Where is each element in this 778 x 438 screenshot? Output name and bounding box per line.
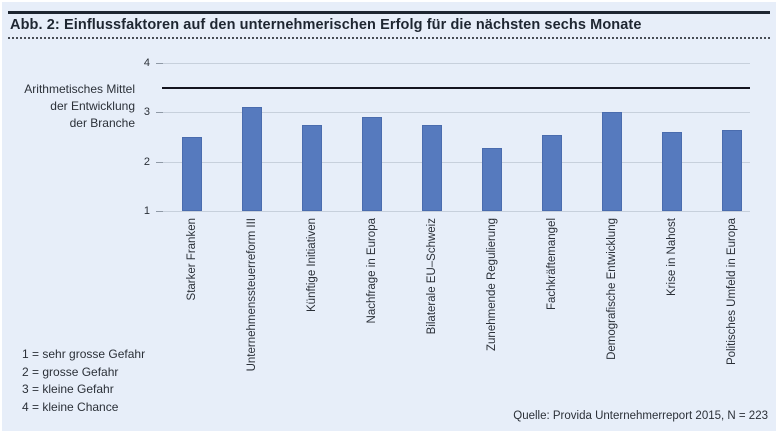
x-category-label: Politisches Umfeld in Europa — [726, 218, 738, 366]
gridline — [163, 161, 750, 163]
scale-note-line: 3 = kleine Gefahr — [22, 382, 114, 396]
x-category-label: Nachfrage in Europa — [366, 218, 378, 324]
x-category-label: Demografische Entwicklung — [606, 218, 618, 360]
bar — [542, 134, 562, 211]
bar — [302, 124, 322, 211]
bar — [722, 129, 742, 211]
x-category-label: Fachkräftemangel — [546, 218, 558, 311]
y-tick-mark — [156, 211, 163, 212]
x-category-label: Unternehmenssteuerreform III — [246, 218, 258, 372]
scale-note-line: 2 = grosse Gefahr — [22, 364, 119, 379]
bar — [662, 132, 682, 211]
gridline — [163, 211, 750, 212]
y-tick-mark — [156, 161, 163, 163]
bar — [422, 124, 442, 211]
bar — [242, 107, 262, 211]
x-category-label: Bilaterale EU–Schweiz — [426, 218, 438, 335]
scale-notes: 1 = sehr grosse Gefahr 2 = grosse Gefahr 3… — [22, 346, 145, 416]
y-axis-title-line: der Entwicklung — [50, 99, 135, 113]
source-note: Quelle: Provida Unternehmerreport 2015, … — [513, 410, 768, 422]
y-axis-title: Arithmetisches Mittel der Entwicklung de… — [2, 81, 135, 132]
scale-note-line: 4 = kleine Chance — [22, 399, 119, 414]
x-category-label: Zunehmende Regulierung — [486, 218, 498, 351]
title-top-rule — [8, 11, 770, 14]
x-category-label: Krise in Nahost — [666, 218, 678, 296]
bar — [182, 137, 202, 211]
bar-chart: 1 2 3 4 Starker Franken Unternehmenssteuerref… — [2, 2, 776, 431]
y-tick-mark — [156, 112, 163, 114]
y-axis-title-line: Arithmetisches Mittel — [24, 82, 135, 96]
bar — [362, 117, 382, 211]
y-tick-label: 2 — [143, 155, 150, 168]
figure-title: Abb. 2: Einflussfaktoren auf den unterne… — [10, 17, 642, 33]
scale-note-line: 1 = sehr grosse Gefahr — [22, 347, 146, 361]
figure-panel: Abb. 2: Einflussfaktoren auf den unterne… — [2, 2, 776, 431]
bar — [602, 112, 622, 211]
y-tick-label: 4 — [143, 57, 150, 69]
y-tick-label: 3 — [143, 106, 150, 119]
gridline — [163, 63, 750, 64]
x-category-label: Künftige Initiativen — [306, 218, 318, 312]
y-tick-label: 1 — [143, 205, 150, 217]
gridline — [163, 112, 750, 114]
title-dotted-rule — [8, 37, 770, 39]
x-category-label: Starker Franken — [186, 218, 198, 301]
y-axis-title-line: der Branche — [69, 116, 135, 130]
reference-line — [162, 86, 750, 89]
y-tick-mark — [156, 63, 163, 64]
bar — [482, 148, 502, 211]
